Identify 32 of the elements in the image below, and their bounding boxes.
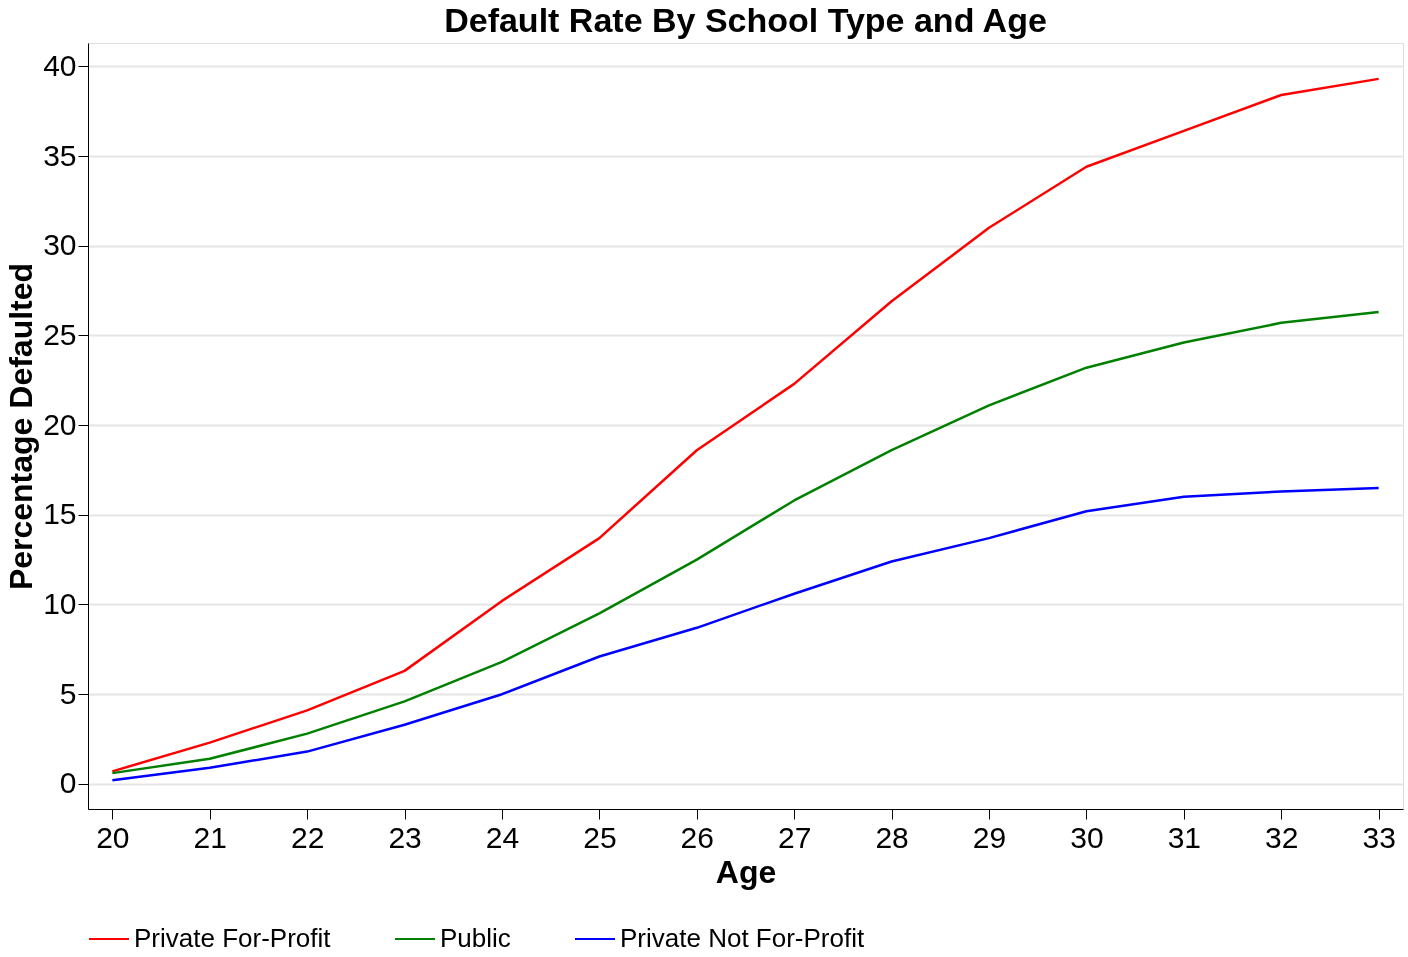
y-tick-label: 40 [43, 48, 77, 82]
y-tick-label: 15 [43, 497, 77, 531]
x-tick-label: 32 [1265, 820, 1299, 854]
x-tick-label: 20 [96, 820, 130, 854]
x-tick-label: 28 [875, 820, 909, 854]
y-tick-label: 5 [59, 676, 77, 710]
y-tick-label: 0 [59, 766, 77, 800]
y-tick-label: 10 [43, 586, 77, 620]
chart-title: Default Rate By School Type and Age [444, 1, 1047, 39]
legend-label: Public [440, 923, 511, 953]
x-tick-label: 23 [388, 820, 422, 854]
x-tick-label: 25 [583, 820, 617, 854]
line-series [111, 486, 1380, 782]
x-tick-label: 31 [1167, 820, 1202, 854]
x-tick-label: 22 [290, 820, 325, 854]
line-series [111, 77, 1380, 773]
x-tick-label: 24 [485, 820, 520, 854]
x-tick-label: 29 [972, 820, 1007, 854]
y-axis-title: Percentage Defaulted [3, 262, 40, 591]
y-tick-label: 35 [43, 138, 77, 172]
y-tick-label: 20 [43, 407, 77, 441]
x-axis-title: Age [715, 853, 777, 890]
y-tick-label: 25 [43, 317, 77, 351]
x-tick-label: 27 [778, 820, 812, 854]
x-tick-label: 30 [1070, 820, 1104, 854]
x-tick-label: 33 [1362, 820, 1396, 854]
x-tick-label: 21 [193, 820, 227, 854]
legend-label: Private For-Profit [134, 923, 332, 953]
x-tick-label: 26 [680, 820, 714, 854]
y-tick-label: 30 [43, 228, 77, 262]
legend-label: Private Not For-Profit [620, 923, 865, 953]
line-series [111, 310, 1380, 775]
